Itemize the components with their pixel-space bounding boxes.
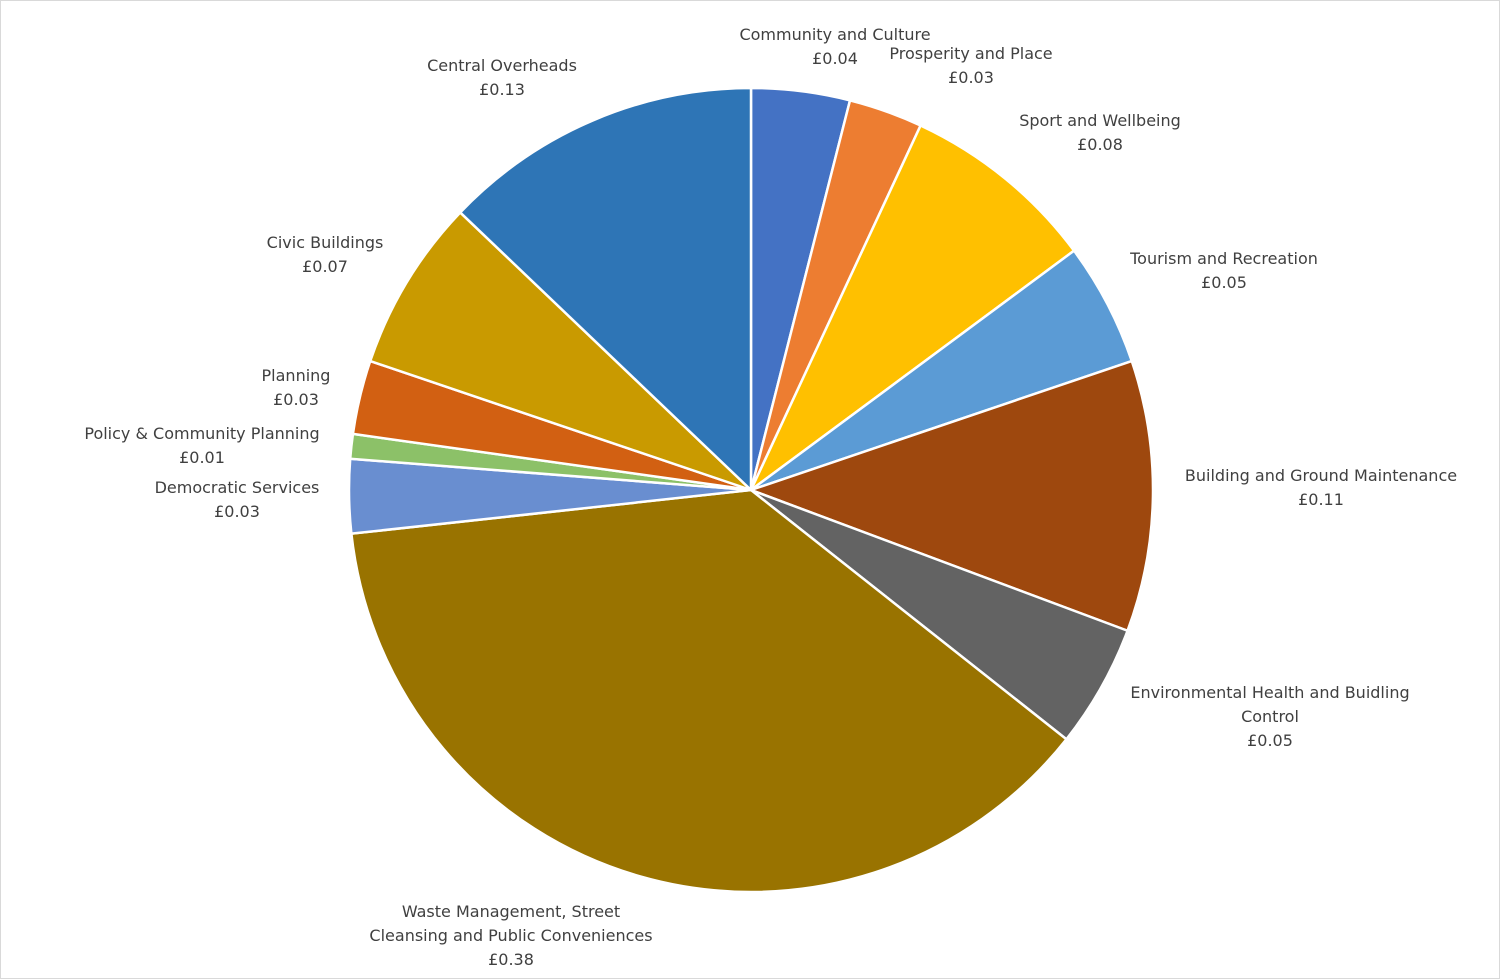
data-label-value: £0.11 xyxy=(1298,490,1344,509)
data-label-category: Civic Buildings xyxy=(267,233,384,252)
data-label-environmental-health-and-buidling-control: Environmental Health and Buidling Control… xyxy=(1130,683,1409,750)
data-label-category: Central Overheads xyxy=(427,56,577,75)
data-label-category: Policy & Community Planning xyxy=(84,424,319,443)
data-label-prosperity-and-place: Prosperity and Place £0.03 xyxy=(889,44,1052,87)
data-label-value: £0.07 xyxy=(302,257,348,276)
data-label-community-and-culture: Community and Culture £0.04 xyxy=(739,25,930,68)
data-label-category: Tourism and Recreation xyxy=(1129,249,1318,268)
data-label-building-and-ground-maintenance: Building and Ground Maintenance £0.11 xyxy=(1185,466,1457,509)
data-label-category: Sport and Wellbeing xyxy=(1019,111,1181,130)
data-label-value: £0.38 xyxy=(488,950,534,969)
data-label-value: £0.05 xyxy=(1201,273,1247,292)
data-label-civic-buildings: Civic Buildings £0.07 xyxy=(267,233,384,276)
pie-slice-civic-buildings xyxy=(369,211,753,492)
data-label-central-overheads: Central Overheads £0.13 xyxy=(427,56,577,99)
data-label-value: £0.08 xyxy=(1077,135,1123,154)
data-label-democratic-services: Democratic Services £0.03 xyxy=(155,478,320,521)
data-label-value: £0.05 xyxy=(1247,731,1293,750)
data-label-value: £0.03 xyxy=(273,390,319,409)
data-label-category: Environmental Health and Buidling Control xyxy=(1130,683,1409,726)
data-label-value: £0.03 xyxy=(214,502,260,521)
pie-slice-waste-management-street-cleansing-and-public-conveniences xyxy=(350,488,1068,894)
pie-slices xyxy=(347,86,1155,894)
data-label-category: Waste Management, Street Cleansing and Pu… xyxy=(369,902,652,945)
data-label-sport-and-wellbeing: Sport and Wellbeing £0.08 xyxy=(1019,111,1181,154)
data-label-value: £0.13 xyxy=(479,80,525,99)
data-label-planning: Planning £0.03 xyxy=(262,366,331,409)
data-label-policy-and-community-planning: Policy & Community Planning £0.01 xyxy=(84,424,319,467)
data-label-category: Planning xyxy=(262,366,331,385)
data-label-value: £0.03 xyxy=(948,68,994,87)
pie-slice-central-overheads xyxy=(458,86,753,492)
pie-slice-building-and-ground-maintenance xyxy=(749,359,1155,632)
pie-slice-sport-and-wellbeing xyxy=(749,124,1076,492)
data-label-category: Building and Ground Maintenance xyxy=(1185,466,1457,485)
data-label-value: £0.01 xyxy=(179,448,225,467)
data-label-waste-management-street-cleansing-and-public-conveniences: Waste Management, Street Cleansing and Pu… xyxy=(369,902,652,969)
data-label-category: Prosperity and Place xyxy=(889,44,1052,63)
pie-data-labels: Community and Culture £0.04 Prosperity and… xyxy=(84,25,1457,969)
data-label-category: Democratic Services xyxy=(155,478,320,497)
data-label-category: Community and Culture xyxy=(739,25,930,44)
data-label-value: £0.04 xyxy=(812,49,858,68)
data-label-tourism-and-recreation: Tourism and Recreation £0.05 xyxy=(1129,249,1318,292)
